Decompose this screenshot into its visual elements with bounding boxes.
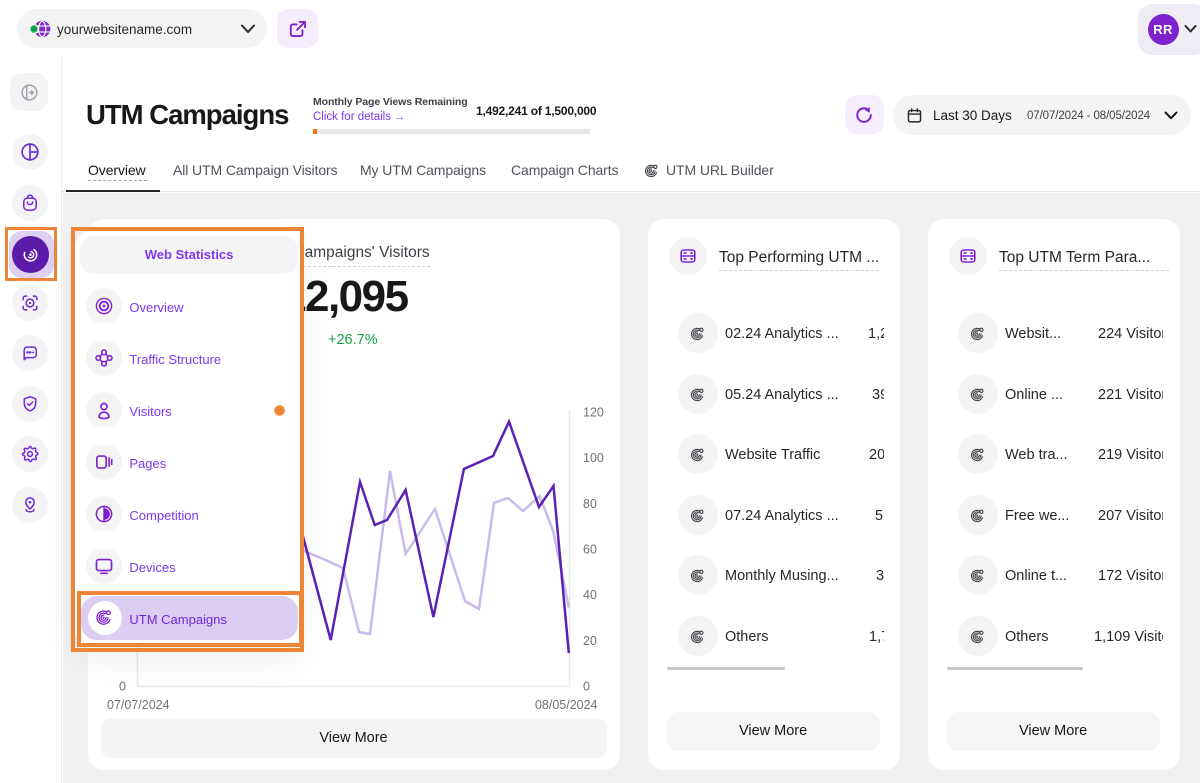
svg-text:80: 80 <box>583 497 597 511</box>
svg-text:08/05/2024: 08/05/2024 <box>535 698 598 712</box>
svg-text:20: 20 <box>583 634 597 648</box>
svg-text:60: 60 <box>583 543 597 557</box>
svg-text:0: 0 <box>583 680 590 694</box>
svg-text:40: 40 <box>583 588 597 602</box>
svg-text:0: 0 <box>119 680 126 694</box>
svg-text:120: 120 <box>583 406 604 420</box>
svg-text:100: 100 <box>583 451 604 465</box>
svg-text:07/07/2024: 07/07/2024 <box>107 698 170 712</box>
